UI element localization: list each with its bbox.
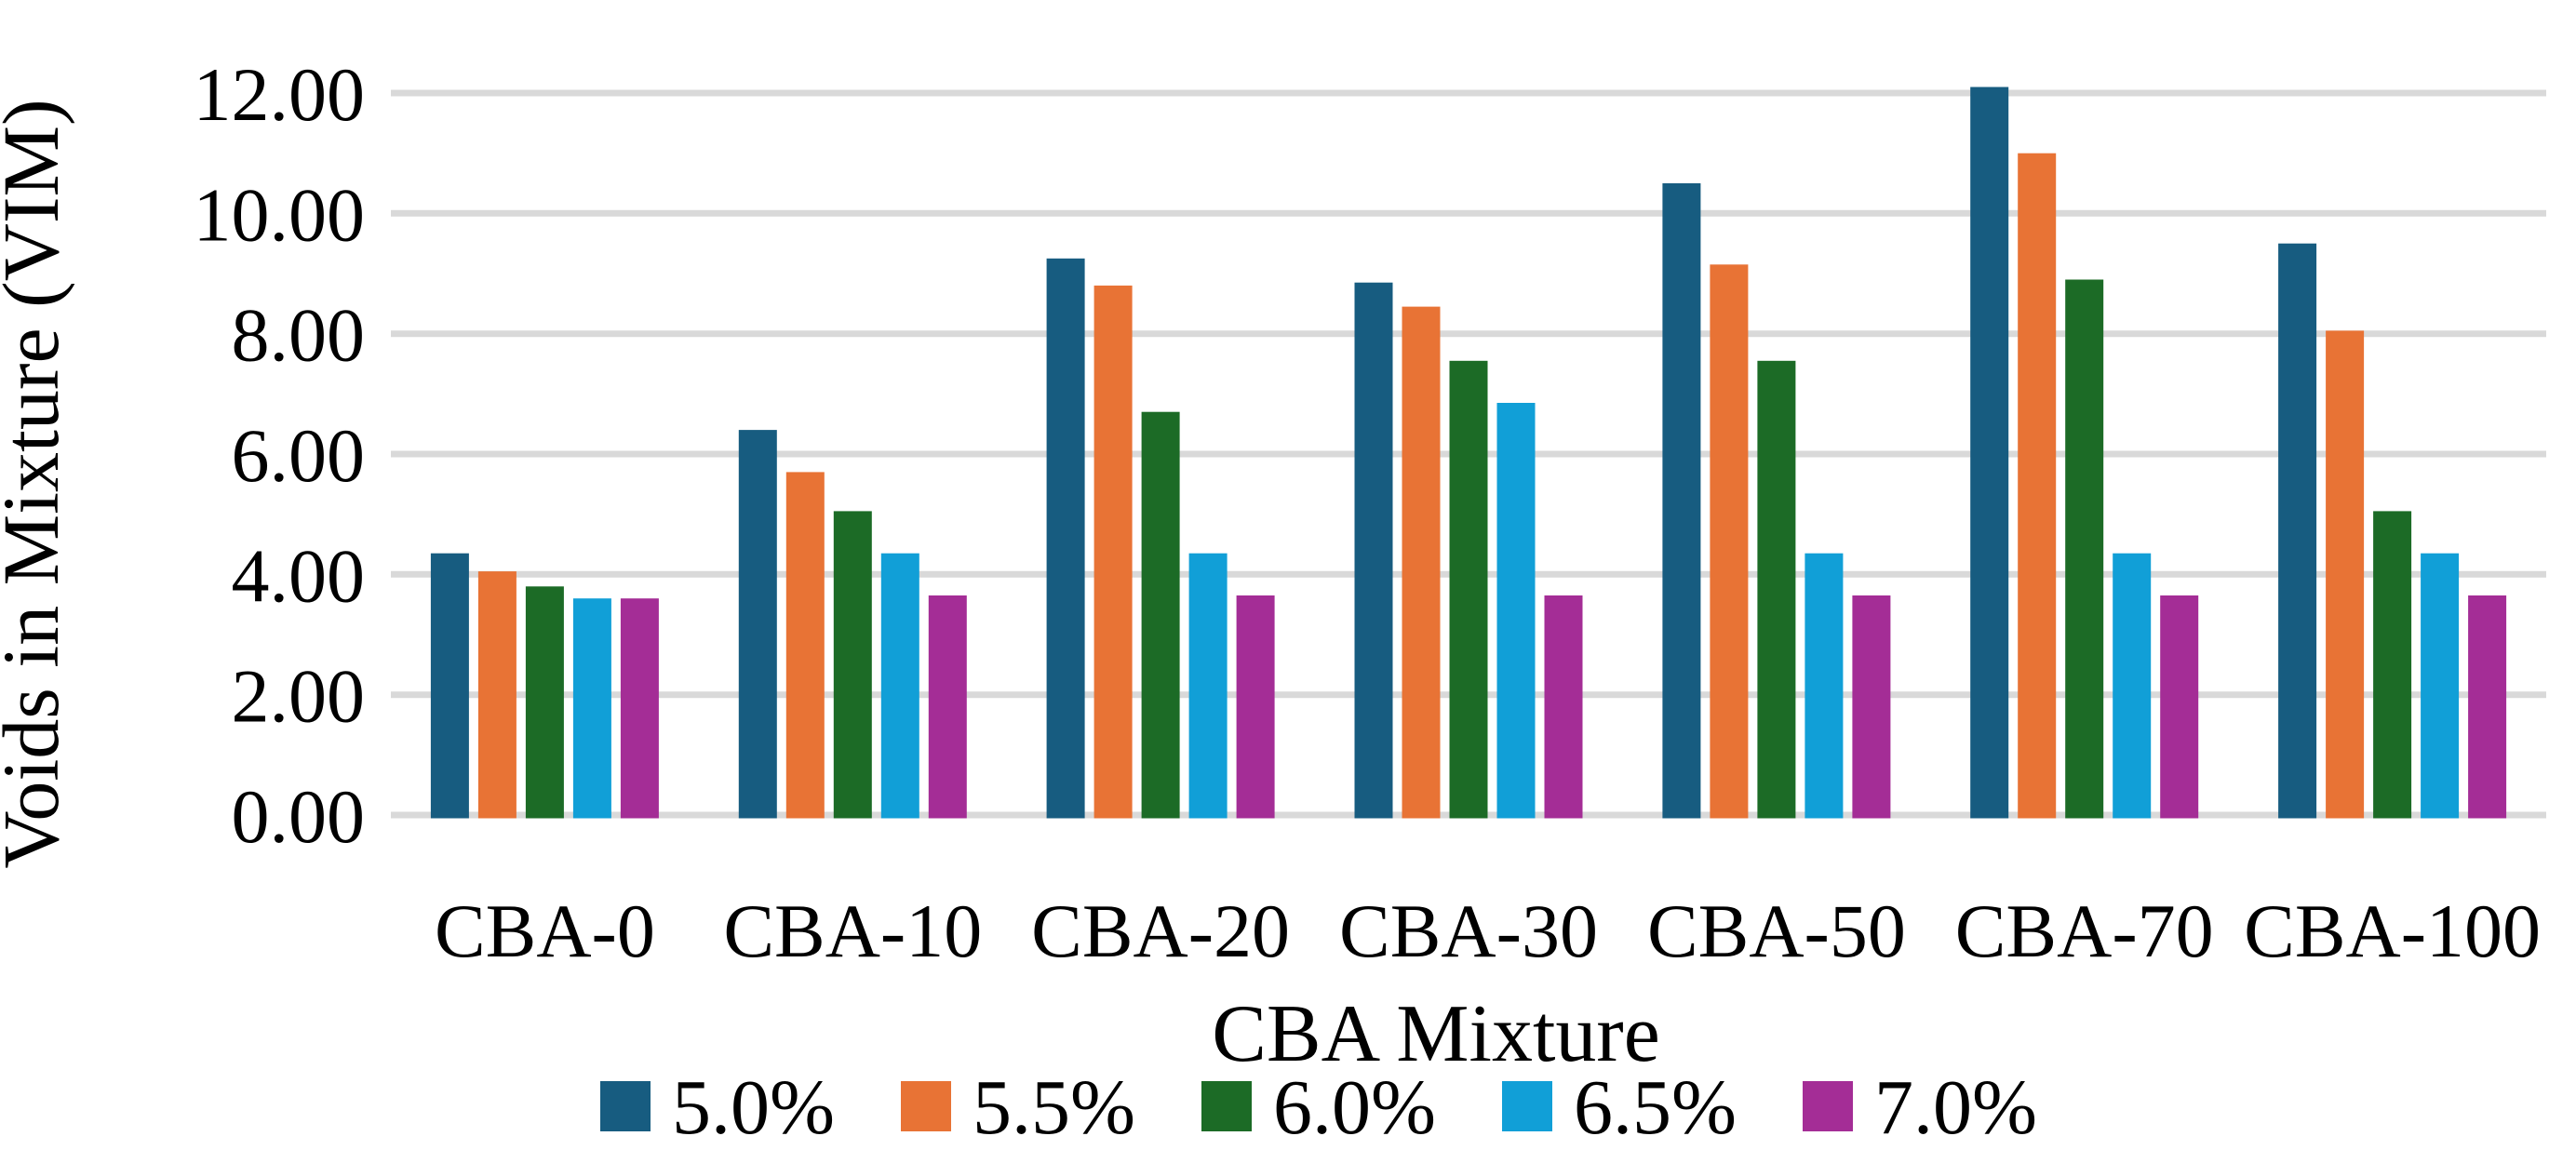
bar-CBA-30-5.5%: [1402, 306, 1441, 819]
bar-CBA-30-6.0%: [1449, 360, 1488, 819]
bar-CBA-20-7.0%: [1236, 595, 1275, 819]
x-axis-title: CBA Mixture: [1212, 989, 1660, 1079]
y-tick-label-2.00: 2.00: [232, 654, 366, 739]
y-tick-label-8.00: 8.00: [232, 293, 366, 378]
bar-CBA-20-6.5%: [1188, 553, 1228, 819]
bar-CBA-50-7.0%: [1852, 595, 1891, 819]
y-tick-label-6.00: 6.00: [232, 413, 366, 498]
y-axis-title: Voids in Mixture (VIM): [0, 99, 75, 868]
bar-CBA-100-7.0%: [2468, 595, 2507, 819]
bar-CBA-70-5.5%: [2018, 153, 2057, 819]
x-tick-label-CBA-50: CBA-50: [1647, 889, 1906, 973]
legend-swatch-5.0%: [600, 1081, 651, 1131]
bar-CBA-100-6.5%: [2421, 553, 2460, 819]
x-tick-label-CBA-20: CBA-20: [1031, 889, 1290, 973]
x-tick-label-CBA-0: CBA-0: [435, 889, 655, 973]
bar-CBA-70-5.0%: [1970, 87, 2009, 819]
y-tick-label-10.00: 10.00: [194, 172, 366, 257]
bar-CBA-100-5.5%: [2326, 330, 2365, 819]
legend-label-6.0%: 6.0%: [1273, 1064, 1436, 1151]
bar-CBA-50-6.0%: [1757, 360, 1796, 819]
legend-label-7.0%: 7.0%: [1874, 1064, 2037, 1151]
y-tick-label-4.00: 4.00: [232, 533, 366, 618]
bar-CBA-30-6.5%: [1496, 403, 1536, 819]
bar-CBA-50-5.5%: [1710, 264, 1749, 819]
x-tick-label-CBA-100: CBA-100: [2244, 889, 2541, 973]
legend-swatch-6.5%: [1502, 1081, 1552, 1131]
bar-CBA-30-5.0%: [1354, 282, 1393, 819]
legend-label-5.5%: 5.5%: [973, 1064, 1135, 1151]
bar-CBA-100-6.0%: [2373, 511, 2412, 819]
bar-CBA-70-7.0%: [2160, 595, 2199, 819]
bar-CBA-70-6.5%: [2113, 553, 2152, 819]
bar-CBA-10-7.0%: [928, 595, 967, 819]
legend-swatch-5.5%: [901, 1081, 951, 1131]
legend-label-6.5%: 6.5%: [1574, 1064, 1737, 1151]
legend-swatch-6.0%: [1201, 1081, 1252, 1131]
bar-CBA-50-6.5%: [1805, 553, 1844, 819]
bar-CBA-50-5.0%: [1662, 183, 1701, 819]
bar-CBA-100-5.0%: [2278, 243, 2317, 819]
bar-CBA-0-7.0%: [620, 598, 659, 819]
bar-CBA-10-6.5%: [880, 553, 919, 819]
bar-CBA-10-5.5%: [785, 472, 825, 819]
x-tick-label-CBA-10: CBA-10: [723, 889, 982, 973]
bar-CBA-70-6.0%: [2065, 279, 2104, 819]
legend-label-5.0%: 5.0%: [672, 1064, 835, 1151]
y-tick-label-12.00: 12.00: [194, 52, 366, 137]
bar-CBA-0-6.5%: [572, 598, 611, 819]
bar-CBA-0-5.0%: [430, 553, 469, 819]
bar-CBA-20-5.5%: [1093, 285, 1133, 819]
bar-CBA-10-5.0%: [738, 430, 777, 819]
bar-CBA-0-5.5%: [477, 571, 517, 819]
bar-CBA-30-7.0%: [1544, 595, 1583, 819]
bar-CBA-20-6.0%: [1141, 411, 1180, 819]
x-tick-label-CBA-30: CBA-30: [1339, 889, 1598, 973]
x-tick-label-CBA-70: CBA-70: [1955, 889, 2214, 973]
bar-CBA-0-6.0%: [525, 586, 564, 819]
y-tick-label-0.00: 0.00: [232, 774, 366, 859]
bar-CBA-20-5.0%: [1046, 258, 1085, 819]
legend-swatch-7.0%: [1803, 1081, 1853, 1131]
bar-CBA-10-6.0%: [833, 511, 872, 819]
